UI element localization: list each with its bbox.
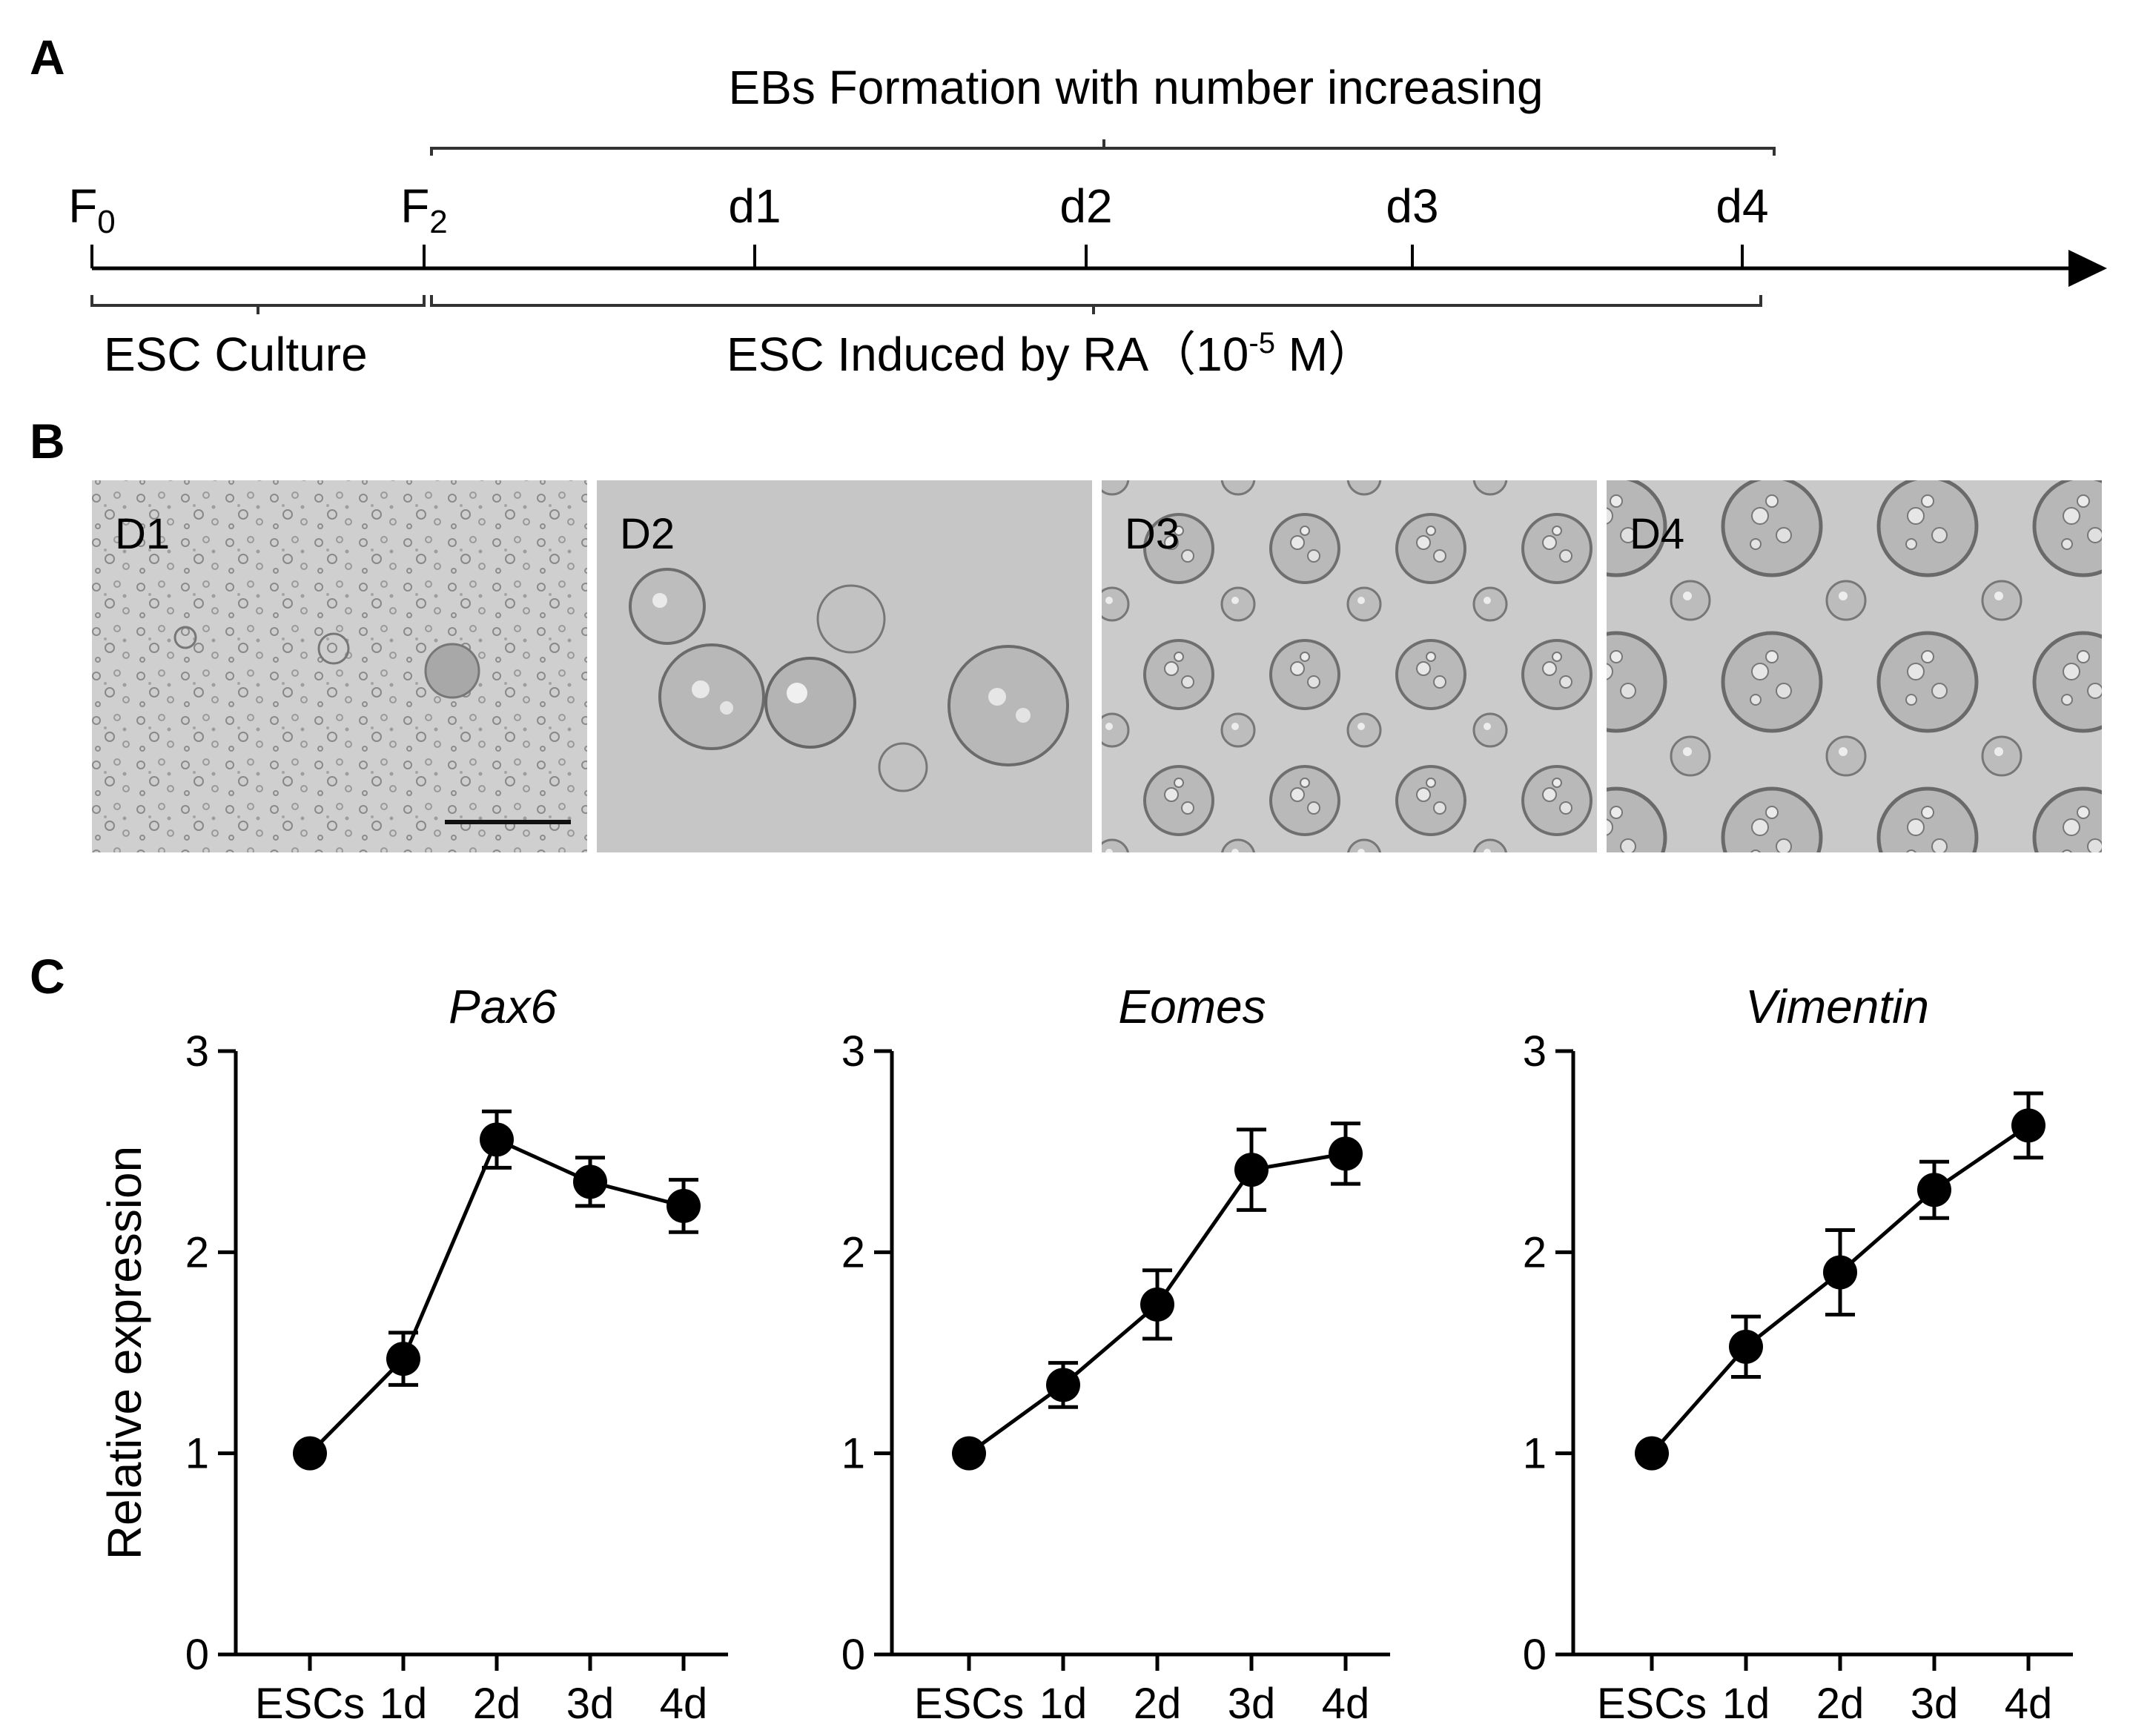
bottom-bracket-left [90,295,426,314]
micrograph-d1: D1 [92,480,587,852]
y-tick-label: 0 [185,1631,209,1679]
data-point [1823,1255,1857,1290]
chart-title: Eomes [1118,980,1266,1033]
timeline-point-label: F2 [400,179,448,240]
timeline-labels: F0 F2 d1 d2 d3 d4 [68,179,1768,240]
y-tick-label: 0 [1523,1631,1547,1679]
data-point [1329,1136,1363,1171]
y-tick-label: 3 [185,1027,209,1076]
data-point [1046,1368,1080,1402]
top-bracket [430,139,1776,156]
y-tick-label: 1 [185,1430,209,1478]
timeline-bottom-right: ESC Induced by RA（10-5 M） [727,327,1375,381]
data-point [480,1122,514,1157]
x-tick-label: 3d [1911,1680,1959,1728]
x-tick-label: 2d [473,1680,521,1728]
timeline-point-label: d4 [1716,179,1768,233]
data-point [1140,1287,1174,1322]
data-point [1234,1153,1269,1187]
micrograph-label-d4: D4 [1630,510,1684,558]
data-point [2011,1108,2045,1143]
x-tick-label: 3d [566,1680,615,1728]
chart-title: Pax6 [449,980,557,1033]
timeline-point-name: F [68,179,97,233]
series-line [308,1137,684,1455]
timeline-ticks [90,245,1744,268]
bottom-bracket-right [430,295,1762,314]
timeline-point-name: F [400,179,429,233]
timeline-point-label: d1 [728,179,781,233]
micrograph-d3: D3 [1102,480,1597,852]
timeline-point-label: d2 [1059,179,1112,233]
micrograph-label-d2: D2 [620,510,675,558]
y-tick-label: 3 [1523,1027,1547,1076]
y-tick-label: 2 [185,1228,209,1276]
y-axis-label: Relative expression [98,1146,151,1560]
data-point [1635,1436,1669,1471]
ra-text: ESC Induced by RA（10 [727,328,1248,381]
chart-title: Vimentin [1745,980,1929,1033]
data-point [952,1436,986,1471]
y-tick-label: 1 [1523,1430,1547,1478]
x-tick-label: 1d [1039,1680,1088,1728]
x-tick-label: ESCs [255,1680,365,1728]
panel-label-c: C [30,949,65,1004]
x-tick-label: 1d [380,1680,428,1728]
y-tick-label: 1 [841,1430,865,1478]
y-tick-label: 2 [1523,1228,1547,1276]
timeline-arrowhead [2068,250,2107,287]
timeline-point-name: d1 [728,179,781,233]
timeline-bottom-left: ESC Culture [104,328,368,381]
x-tick-label: 2d [1134,1680,1182,1728]
timeline-point-name: d4 [1716,179,1768,233]
timeline-point-label: d3 [1386,179,1438,233]
x-tick-label: 4d [2005,1680,2053,1728]
y-tick-label: 0 [841,1631,865,1679]
timeline-point-name: d3 [1386,179,1438,233]
panel-label-a: A [30,30,65,85]
micrograph-d4: D4 [1607,480,2102,852]
chart-2: Vimentin 0 1 2 3 ESCs 1d 2d 3d 4d [1523,980,2073,1728]
x-tick-label: ESCs [1597,1680,1707,1728]
x-tick-label: ESCs [914,1680,1024,1728]
data-point [386,1342,420,1376]
data-point [1917,1173,1951,1207]
data-point [573,1164,607,1199]
x-tick-label: 3d [1228,1680,1276,1728]
data-point [293,1436,327,1471]
timeline-point-subscript: 0 [97,204,115,240]
micrograph-d2: D2 [597,480,1092,852]
panel-label-b: B [30,414,65,468]
timeline-point-name: d2 [1059,179,1112,233]
x-tick-label: 2d [1816,1680,1865,1728]
timeline-point-label: F0 [68,179,116,240]
chart-0: Pax6 0 1 2 3 Relative expression ESCs 1d 2d 3d 4d [98,980,728,1728]
data-point [667,1188,701,1223]
x-tick-label: 4d [1322,1680,1370,1728]
y-tick-label: 3 [841,1027,865,1076]
ra-unit: M） [1275,328,1375,381]
data-point [1729,1329,1763,1364]
timeline-point-subscript: 2 [429,204,447,240]
micrograph-label-d3: D3 [1125,510,1180,558]
chart-1: Eomes 0 1 2 3 ESCs 1d 2d 3d 4d [841,980,1390,1728]
y-tick-label: 2 [841,1228,865,1276]
micrograph-label-d1: D1 [115,510,170,558]
timeline-top-label: EBs Formation with number increasing [728,61,1543,114]
x-tick-label: 4d [660,1680,708,1728]
x-tick-label: 1d [1722,1680,1770,1728]
ra-superscript: -5 [1248,327,1275,360]
